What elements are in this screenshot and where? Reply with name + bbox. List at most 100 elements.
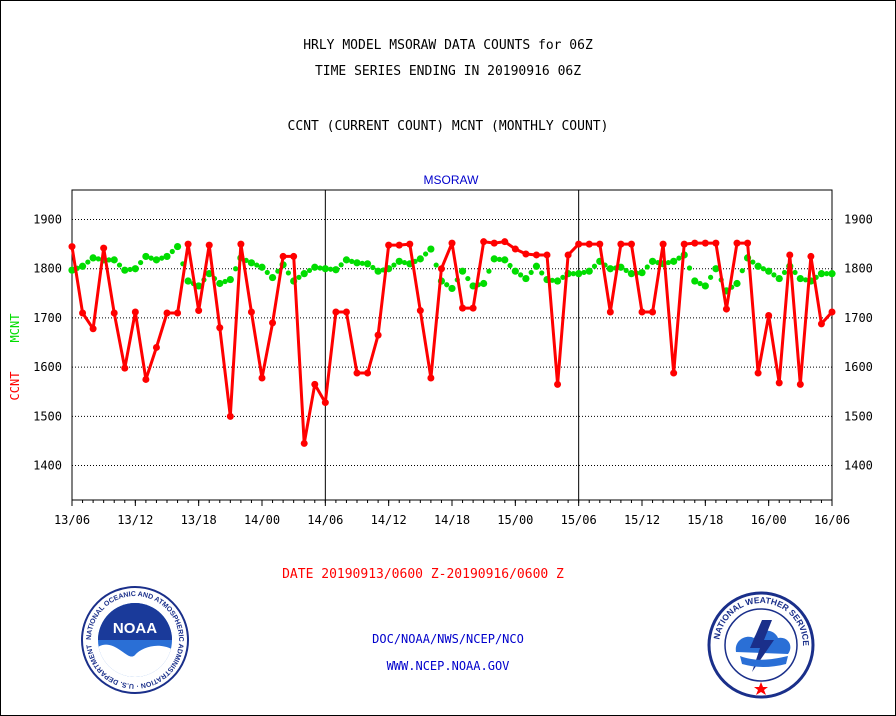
y-tick-label-right: 1700 [844, 311, 873, 325]
mcnt-dot [623, 267, 629, 274]
mcnt-dot [803, 277, 809, 283]
mcnt-dot [370, 264, 376, 271]
mcnt-point [195, 282, 203, 290]
x-tick-label: 16/00 [751, 513, 787, 527]
mcnt-point [638, 269, 646, 277]
mcnt-point [374, 267, 382, 275]
mcnt-point [184, 277, 192, 285]
ccnt-point [585, 240, 593, 248]
ccnt-point [817, 320, 825, 328]
ccnt-point [448, 239, 456, 247]
ccnt-point [68, 243, 76, 251]
mcnt-dot [528, 269, 534, 276]
y-tick-label-left: 1700 [33, 311, 62, 325]
x-tick-label: 15/06 [561, 513, 597, 527]
ccnt-point [205, 241, 213, 249]
mcnt-point [553, 277, 562, 285]
mcnt-point [765, 267, 773, 275]
ccnt-point [152, 343, 160, 351]
x-tick-label: 15/12 [624, 513, 660, 527]
mcnt-point [585, 267, 593, 275]
x-tick-label: 14/12 [371, 513, 407, 527]
ccnt-point [100, 244, 108, 252]
ccnt-point [321, 399, 329, 407]
mcnt-point [258, 263, 266, 271]
mcnt-dot [686, 265, 693, 271]
y-tick-label-left: 1600 [33, 360, 62, 374]
ccnt-point [775, 379, 783, 387]
mcnt-point [78, 262, 87, 270]
ccnt-point [163, 309, 171, 317]
mcnt-point [205, 270, 213, 278]
mcnt-dot [254, 262, 260, 268]
ccnt-point [765, 311, 773, 319]
ccnt-series [68, 238, 836, 447]
ccnt-point [554, 380, 562, 388]
ccnt-point [796, 380, 804, 388]
ccnt-point [416, 307, 424, 315]
ccnt-point [490, 239, 498, 247]
noaa-logo-text: NOAA [113, 620, 157, 637]
y-tick-label-right: 1500 [844, 409, 873, 423]
mcnt-dot [539, 270, 545, 276]
mcnt-point [733, 279, 741, 288]
ccnt-point [670, 369, 678, 377]
ccnt-point [353, 369, 361, 377]
mcnt-point [268, 273, 277, 282]
x-tick-label: 14/18 [434, 513, 470, 527]
grid-layer [72, 219, 832, 467]
x-tick-label: 15/18 [687, 513, 723, 527]
mcnt-point [617, 263, 625, 271]
ccnt-point [427, 374, 435, 382]
ccnt-point [638, 308, 646, 316]
mcnt-point [532, 262, 541, 270]
ccnt-point [364, 369, 372, 377]
ccnt-point [469, 304, 477, 312]
ccnt-point [786, 251, 794, 259]
mcnt-point [575, 270, 583, 278]
mcnt-point [416, 255, 424, 263]
ccnt-point [543, 251, 551, 259]
mcnt-point [501, 256, 509, 264]
x-tick-label: 13/18 [181, 513, 217, 527]
ccnt-point [131, 308, 139, 316]
mcnt-dot [423, 251, 429, 257]
ccnt-point [195, 307, 203, 315]
mcnt-dot [708, 274, 714, 280]
y-tick-label-left: 1800 [33, 262, 62, 276]
mcnt-point [332, 266, 340, 274]
x-tick-label: 13/12 [117, 513, 153, 527]
ccnt-point [258, 374, 266, 382]
mcnt-dot [518, 272, 524, 278]
ccnt-point [406, 240, 414, 248]
mcnt-dot [750, 259, 756, 265]
ccnt-point [691, 239, 699, 247]
ccnt-point [733, 239, 741, 247]
ccnt-point [606, 308, 614, 316]
mcnt-point [458, 267, 467, 275]
mcnt-dot [771, 272, 777, 278]
mcnt-point [173, 242, 182, 251]
mcnt-point [226, 275, 234, 284]
url-line: WWW.NCEP.NOAA.GOV [386, 659, 510, 673]
mcnt-dot [127, 266, 133, 273]
ccnt-point [659, 240, 667, 248]
mcnt-point [448, 284, 456, 293]
mcnt-point [522, 274, 530, 283]
ccnt-point [279, 252, 287, 260]
page-subtitle: CCNT (CURRENT COUNT) MCNT (MONTHLY COUNT… [287, 119, 609, 134]
y-tick-label-right: 1800 [844, 262, 873, 276]
noaa-logo: NOAA NATIONAL OCEANIC AND ATMOSPHERIC AD… [80, 585, 189, 694]
x-tick-label: 14/00 [244, 513, 280, 527]
ccnt-point [511, 245, 519, 253]
ccnt-point [374, 331, 382, 339]
mcnt-dot [560, 274, 566, 280]
ccnt-point [522, 250, 530, 258]
ccnt-point [395, 241, 403, 249]
ccnt-point [332, 308, 340, 316]
ccnt-point [79, 309, 87, 317]
mcnt-dot [739, 268, 745, 274]
plot-frame [71, 189, 833, 501]
ccnt-point [89, 325, 97, 333]
ccnt-point [247, 308, 255, 316]
